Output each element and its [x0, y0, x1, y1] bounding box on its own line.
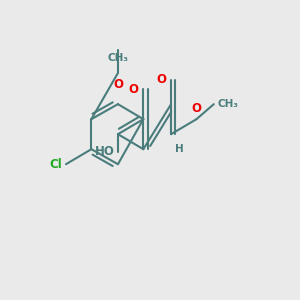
Text: O: O	[191, 101, 202, 115]
Text: Cl: Cl	[50, 158, 62, 171]
Text: O: O	[129, 82, 139, 96]
Text: CH₃: CH₃	[217, 99, 238, 109]
Text: HO: HO	[94, 145, 115, 158]
Text: CH₃: CH₃	[107, 53, 128, 63]
Text: H: H	[175, 144, 183, 154]
Text: O: O	[113, 78, 123, 91]
Text: O: O	[157, 74, 166, 86]
